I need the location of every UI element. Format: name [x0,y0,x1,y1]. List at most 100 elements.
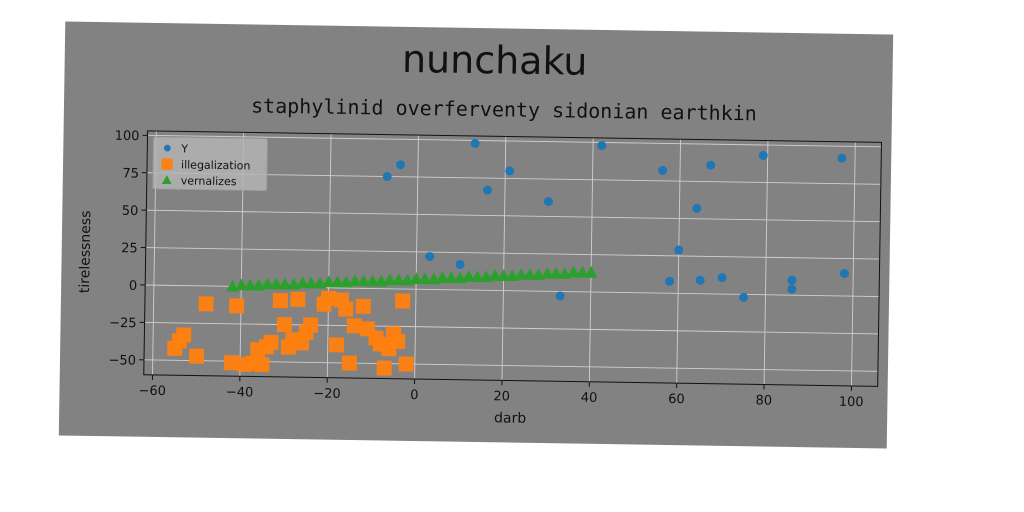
illegalization-point [395,293,411,309]
legend-marker-illegalization [161,158,173,170]
illegalization-point [355,298,371,315]
y-point [787,275,797,285]
data-points [167,138,849,376]
y-point [425,252,435,262]
y-point [695,275,705,285]
y-tick-label: 25 [121,241,138,256]
illegalization-point [188,348,205,364]
y-tick-label: −50 [108,353,136,368]
vernalizes-point [435,271,449,283]
y-axis-label: tirelessness [77,210,94,293]
illegalization-point [302,317,319,333]
vernalizes-point [357,274,371,287]
y-point [787,284,797,294]
y-grid-line [147,134,882,148]
illegalization-point [390,333,406,349]
illegalization-point [228,298,245,314]
axis-ticks: −60 −40 −20 0 20 40 60 80 100 −50 −25 0 25 50 75 100 [108,129,864,410]
vernalizes-point [260,277,274,290]
illegalization-point [398,356,414,372]
vernalizes-point [488,269,502,281]
vernalizes-point [304,276,318,289]
y-point [692,203,702,213]
x-grid-line [676,139,682,384]
y-grid-line [146,172,881,185]
y-grid-line [145,247,880,260]
y-point [395,160,405,170]
vernalizes-point [418,272,432,285]
illegalization-point [320,290,337,306]
illegalization-point [272,292,289,309]
y-point [382,172,392,182]
vernalizes-point [523,268,537,280]
vernalizes-point [278,277,292,290]
y-tick-label: 75 [122,166,139,181]
x-tick-label: 100 [839,395,864,410]
illegalization-point [223,355,239,371]
y-point [555,291,565,301]
vernalizes-point [444,271,458,284]
legend-marker-y [163,144,171,152]
y-point [839,269,849,279]
chart-title: nunchaku [402,37,588,84]
vernalizes-point [243,278,257,291]
illegalization-point [338,301,354,317]
vernalizes-point [383,273,397,286]
x-grid-line [326,133,332,378]
vernalizes-point [540,266,554,279]
vernalizes-point [365,274,379,287]
x-tick-label: −40 [226,385,254,400]
illegalization-point [376,360,392,376]
plot-frame [143,130,883,387]
x-tick-label: 0 [410,388,419,403]
vernalizes-point [392,273,406,286]
x-tick-label: −60 [138,384,166,399]
y-point [543,197,553,207]
vernalizes-point [549,266,563,279]
legend-markers [161,144,173,185]
vernalizes-point [575,265,589,278]
y-point [717,273,727,283]
x-grid-line [851,141,856,386]
scatter-chart: nunchaku staphylinid overferventy sidoni… [77,37,883,427]
y-tick-label: 0 [129,279,138,294]
y-point [597,140,607,150]
vernalizes-point [470,270,484,283]
illegalization-point [341,355,357,371]
legend-box [152,136,268,192]
x-grid-line [763,140,769,385]
vernalizes-point [497,269,511,281]
y-point [674,245,684,255]
vernalizes-point [584,266,598,278]
y-point [837,153,847,163]
legend-label-vernalizes: vernalizes [181,174,237,188]
vernalizes-point [462,270,476,282]
vernalizes-point [409,272,423,285]
x-grid-line [501,136,507,381]
legend-label-illegalization: illegalization [181,158,251,172]
vernalizes-point [295,276,309,289]
x-grid-line [414,135,419,380]
legend: Y illegalization vernalizes [152,136,268,192]
chart-card: nunchaku staphylinid overferventy sidoni… [58,21,894,449]
y-point [505,166,515,176]
x-tick-label: 60 [668,392,685,407]
y-point [665,276,675,286]
illegalization-point [254,357,270,373]
illegalization-point [290,291,306,307]
x-grid-line [588,137,594,382]
y-point [470,138,480,148]
vernalizes-point [514,267,528,280]
y-point [739,292,749,302]
y-tick-label: −25 [109,316,137,331]
y-point [758,150,768,160]
x-tick-label: 20 [493,389,510,404]
illegalization-point [198,296,214,312]
y-grid-line [144,321,879,335]
y-point [455,259,465,269]
illegalization-point [263,334,279,350]
vernalizes-point [348,274,362,287]
y-point [482,185,492,195]
x-tick-label: 40 [581,391,598,406]
illegalization-point [346,318,362,334]
